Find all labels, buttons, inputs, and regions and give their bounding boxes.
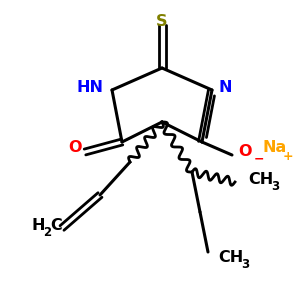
Text: C: C — [50, 218, 62, 232]
Text: 3: 3 — [241, 259, 249, 272]
Text: HN: HN — [77, 80, 104, 94]
Text: +: + — [283, 151, 294, 164]
Text: Na: Na — [262, 140, 286, 155]
Text: S: S — [156, 14, 168, 28]
Text: CH: CH — [218, 250, 243, 266]
Text: O: O — [238, 145, 251, 160]
Text: N: N — [218, 80, 232, 94]
Text: 2: 2 — [43, 226, 51, 238]
Text: H: H — [31, 218, 45, 232]
Text: CH: CH — [248, 172, 273, 188]
Text: O: O — [68, 140, 82, 155]
Text: −: − — [254, 152, 265, 166]
Text: 3: 3 — [271, 181, 279, 194]
